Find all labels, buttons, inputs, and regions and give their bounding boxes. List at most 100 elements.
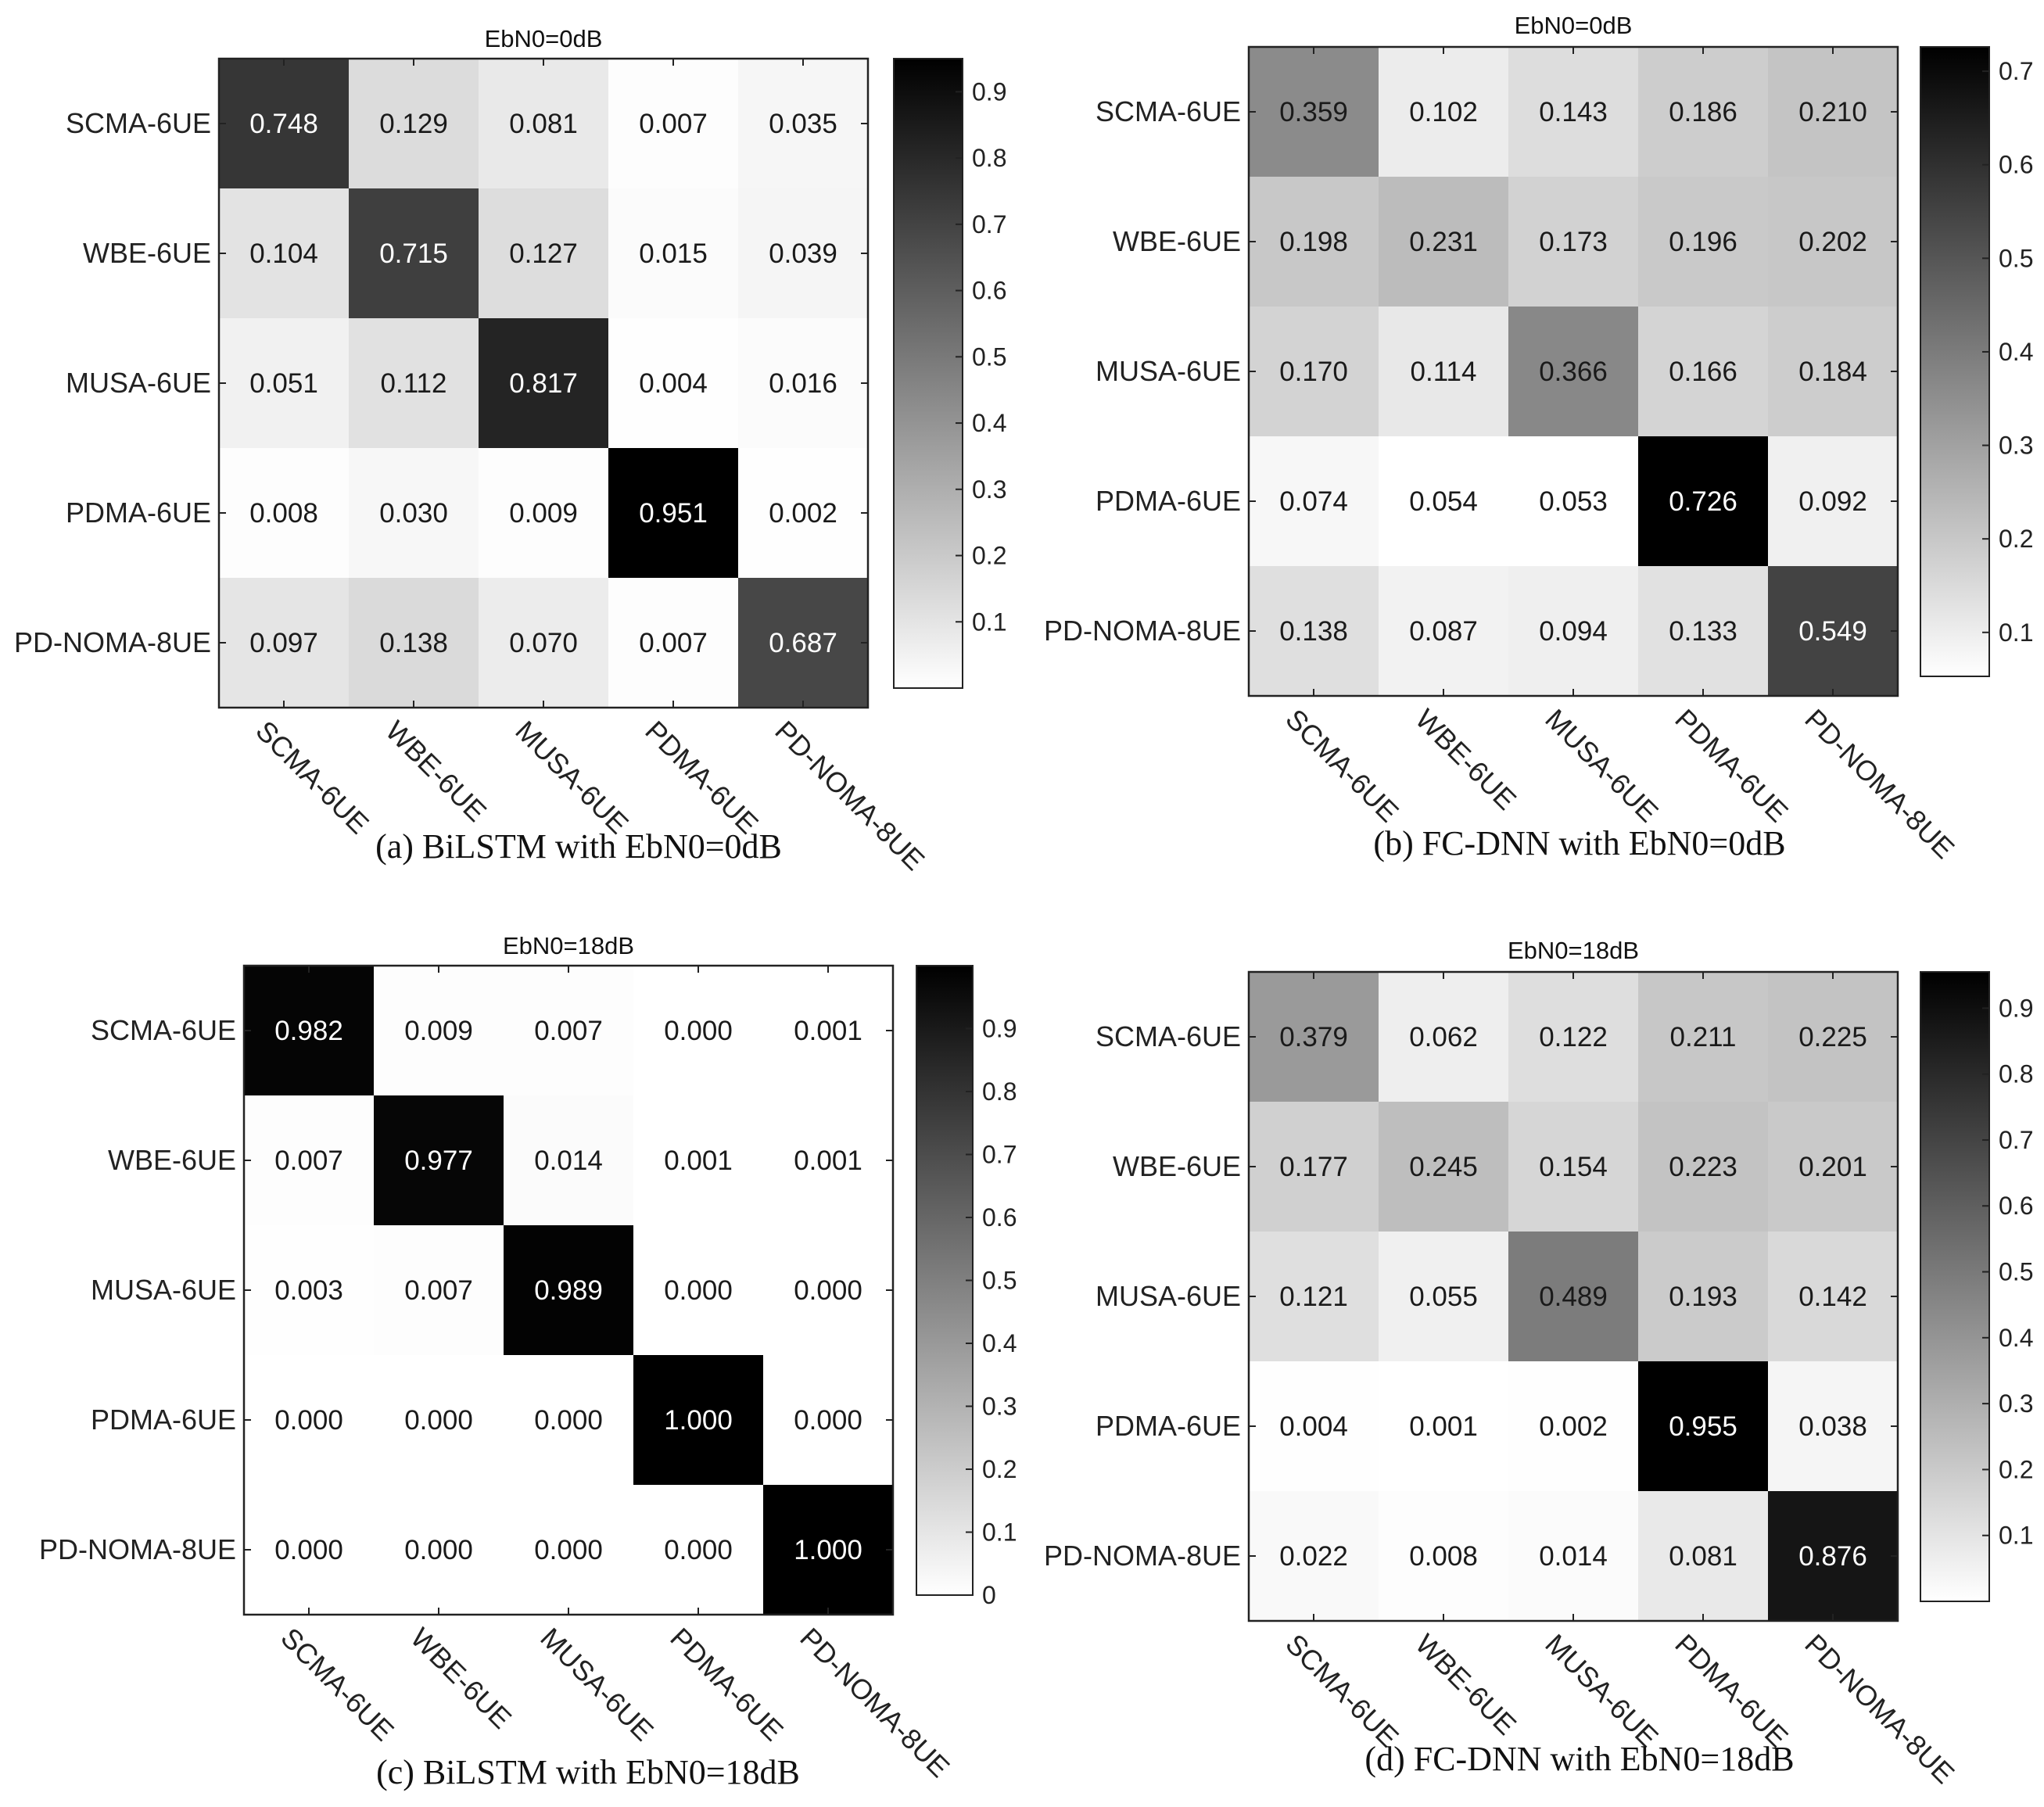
- cell-value-label: 0.014: [534, 1146, 603, 1176]
- x-tick-label: SCMA-6UE: [1279, 1628, 1405, 1754]
- heatmap-cell: [479, 318, 609, 449]
- heatmap-cell: [1768, 436, 1899, 567]
- heatmap-cell: [1249, 972, 1379, 1102]
- heatmap-cell: [1638, 1102, 1769, 1232]
- heatmap-cell: [1249, 307, 1379, 437]
- heatmap-cell: [1508, 972, 1639, 1102]
- cell-value-label: 0.000: [794, 1275, 862, 1306]
- cell-value-label: 0.000: [664, 1535, 733, 1565]
- cell-value-label: 0.223: [1669, 1152, 1737, 1182]
- heatmap-cell: [219, 448, 350, 579]
- cell-value-label: 0.000: [534, 1405, 603, 1436]
- panel-caption: (b) FC-DNN with EbN0=0dB: [1373, 824, 1785, 862]
- cell-value-label: 0.007: [274, 1146, 343, 1176]
- cell-value-label: 0.193: [1669, 1282, 1737, 1312]
- cell-value-label: 0.009: [509, 498, 578, 529]
- heatmap-panel-1: EbN0=0dB 0.359 0.102 0.143 0.186 0.210 0.198 0.…: [1044, 12, 2034, 865]
- cell-value-label: 0.955: [1669, 1411, 1737, 1442]
- cell-value-label: 0.030: [379, 498, 448, 529]
- heatmap-cell: [1249, 566, 1379, 697]
- x-tick-label: PD-NOMA-8UE: [1798, 703, 1960, 865]
- cell-value-label: 0.074: [1279, 486, 1348, 517]
- y-tick-label: PD-NOMA-8UE: [1044, 615, 1241, 647]
- heatmap-cell: [1638, 1361, 1769, 1492]
- cell-value-label: 0.359: [1279, 97, 1348, 127]
- colorbar-tick-label: 0.7: [1999, 1126, 2033, 1154]
- cell-value-label: 0.143: [1539, 97, 1608, 127]
- cell-value-label: 0.177: [1279, 1152, 1348, 1182]
- cell-value-label: 0.231: [1409, 227, 1478, 257]
- cell-value-label: 0.007: [639, 628, 708, 658]
- heatmap-cell: [374, 966, 504, 1096]
- cell-value-label: 0.225: [1798, 1022, 1867, 1052]
- colorbar-tick-label: 0.2: [1999, 1455, 2033, 1483]
- cell-value-label: 0.004: [639, 368, 708, 399]
- heatmap-cell: [349, 578, 479, 708]
- cell-value-label: 0.112: [381, 368, 447, 399]
- cell-value-label: 0.004: [1279, 1411, 1348, 1442]
- cell-value-label: 0.009: [404, 1016, 473, 1046]
- heatmap-cell: [1379, 436, 1509, 567]
- cell-value-label: 0.876: [1798, 1541, 1867, 1572]
- cell-value-label: 0.000: [274, 1405, 343, 1436]
- y-tick-label: PDMA-6UE: [66, 497, 211, 529]
- cell-value-label: 0.070: [509, 628, 578, 658]
- heatmap-cell: [608, 318, 739, 449]
- heatmap-cell: [1768, 972, 1899, 1102]
- cell-value-label: 0.133: [1669, 616, 1737, 647]
- cell-value-label: 0.015: [639, 238, 708, 269]
- heatmap-cell: [633, 1095, 764, 1226]
- cell-value-label: 0.114: [1411, 357, 1477, 387]
- y-tick-label: PDMA-6UE: [91, 1404, 236, 1436]
- heatmap-cell: [374, 1095, 504, 1226]
- x-tick-label: PDMA-6UE: [664, 1622, 790, 1748]
- x-tick-label: PD-NOMA-8UE: [769, 715, 931, 877]
- cell-value-label: 0.062: [1409, 1022, 1478, 1052]
- cell-value-label: 0.001: [1409, 1411, 1478, 1442]
- heatmap-cell: [1508, 177, 1639, 307]
- cell-value-label: 0.104: [249, 238, 318, 269]
- x-tick-label: MUSA-6UE: [1539, 1628, 1665, 1754]
- heatmap-cell: [1768, 1491, 1899, 1622]
- heatmap-cell: [479, 188, 609, 319]
- heatmap-cell: [738, 318, 869, 449]
- heatmap-cell: [1508, 47, 1639, 177]
- heatmap-cell: [1638, 47, 1769, 177]
- heatmap-cell: [244, 1485, 375, 1615]
- heatmap-cell: [1768, 1361, 1899, 1492]
- colorbar-tick-label: 0.9: [972, 77, 1006, 106]
- cell-value-label: 0.038: [1798, 1411, 1867, 1442]
- heatmap-cell: [1249, 177, 1379, 307]
- panel-caption: (a) BiLSTM with EbN0=0dB: [375, 827, 782, 866]
- panel-title: EbN0=0dB: [485, 25, 603, 52]
- y-tick-label: SCMA-6UE: [1096, 1020, 1241, 1052]
- cell-value-label: 0.007: [534, 1016, 603, 1046]
- cell-value-label: 0.081: [509, 109, 578, 139]
- heatmap-panel-0: EbN0=0dB 0.748 0.129 0.081 0.007 0.035 0.104 0.…: [14, 25, 1007, 877]
- colorbar-tick-label: 0.6: [982, 1203, 1017, 1232]
- heatmap-cell: [738, 59, 869, 189]
- cell-value-label: 0.170: [1279, 357, 1348, 387]
- heatmap-cell: [349, 188, 479, 319]
- heatmap-cell: [504, 1095, 634, 1226]
- colorbar-tick-label: 0.7: [1999, 57, 2033, 85]
- cell-value-label: 0.008: [249, 498, 318, 529]
- colorbar-tick-label: 0.1: [982, 1518, 1017, 1547]
- cell-value-label: 0.201: [1798, 1152, 1867, 1182]
- heatmap-cell: [219, 578, 350, 708]
- cell-value-label: 0.186: [1669, 97, 1737, 127]
- cell-value-label: 0.687: [769, 628, 837, 658]
- cell-value-label: 0.001: [794, 1016, 862, 1046]
- y-tick-label: MUSA-6UE: [91, 1274, 236, 1306]
- x-tick-label: PDMA-6UE: [1669, 1628, 1795, 1754]
- heatmap-cell: [219, 59, 350, 189]
- colorbar-tick-label: 0.3: [972, 475, 1006, 504]
- cell-value-label: 0.982: [274, 1016, 343, 1046]
- x-tick-label: MUSA-6UE: [534, 1622, 660, 1748]
- heatmap-cell: [1249, 1102, 1379, 1232]
- cell-value-label: 0.138: [379, 628, 448, 658]
- colorbar-tick-label: 0.1: [1999, 1522, 2033, 1550]
- heatmap-cell: [1508, 1361, 1639, 1492]
- colorbar-tick-label: 0.8: [982, 1077, 1017, 1106]
- cell-value-label: 0.003: [274, 1275, 343, 1306]
